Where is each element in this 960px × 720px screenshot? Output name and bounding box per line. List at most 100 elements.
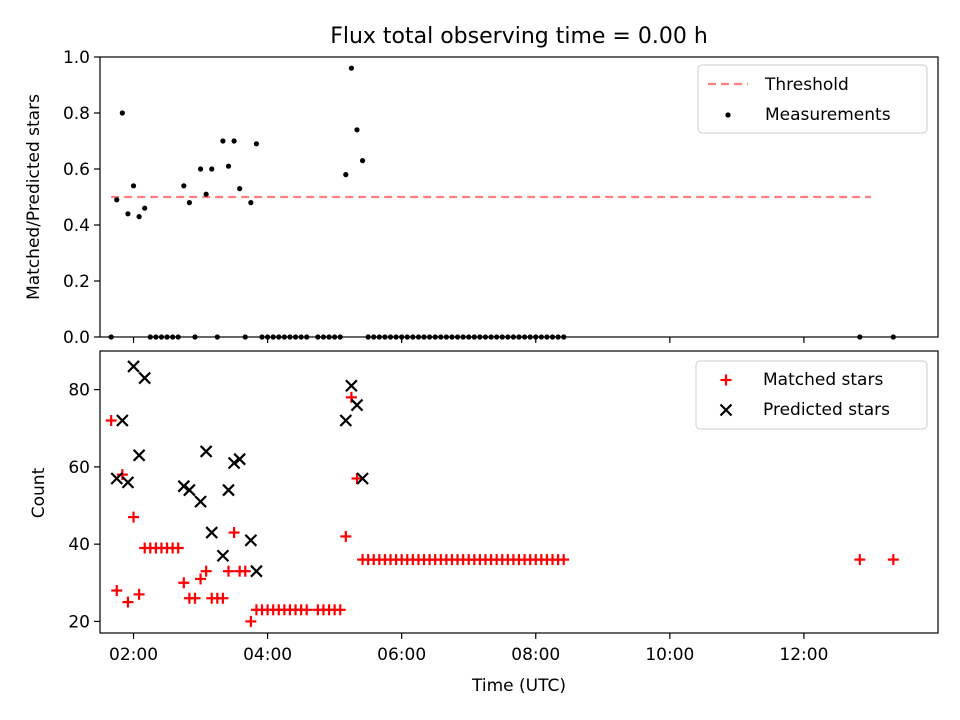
legend-threshold-label: Threshold [764,75,849,95]
predicted-star-point [127,360,140,373]
ratio-plot-frame [99,56,939,338]
predicted-star-point [345,379,358,393]
measurement-point [359,158,366,164]
measurement-point [197,166,204,172]
count-legend: Matched stars Predicted stars [695,360,928,430]
count-y-tick-label: 20 [68,612,90,632]
ratio-legend-box [697,64,928,134]
legend-predicted-label: Predicted stars [763,400,890,420]
predicted-star-point [183,483,196,497]
predicted-star-point [339,414,353,427]
measurement-point [237,186,243,192]
matched-star-point [887,554,899,566]
measurement-point [253,141,260,147]
measurement-point [119,110,125,116]
measurement-point [248,200,254,206]
measurement-point [220,138,226,144]
ratio-legend: Threshold Measurements [697,64,928,134]
ratio-y-axis-label: Matched/Predicted stars [24,94,44,300]
predicted-star-point [356,472,369,485]
ratio-y-tick-label: 0.0 [63,328,90,348]
measurement-point [225,163,232,169]
predicted-star-point [132,449,146,462]
x-tick-label: 10:00 [645,645,694,665]
matched-star-point [854,554,866,566]
predicted-stars-points [110,360,369,578]
ratio-y-tick-label: 0.2 [63,272,90,292]
matched-star-point [222,565,234,577]
ratio-y-tick-label: 0.6 [63,160,90,180]
matched-star-point [111,585,123,597]
count-y-tick-label: 40 [68,535,90,555]
matched-star-point [239,565,251,577]
measurement-point [186,200,192,206]
legend-matched-swatch [720,374,732,386]
x-tick-label: 12:00 [779,645,828,665]
predicted-star-point [227,456,241,470]
matched-star-point [245,615,257,627]
legend-matched-label: Matched stars [763,370,883,390]
matched-star-point [105,415,117,427]
measurement-point [231,138,237,144]
measurement-point [348,65,354,71]
predicted-star-point [205,526,219,539]
measurement-point [354,127,360,133]
count-x-ticks: 02:00 04:00 06:00 08:00 10:00 12:00 [109,633,828,665]
x-tick-label: 08:00 [511,645,560,665]
x-axis-label: Time (UTC) [471,676,566,696]
legend-measurements-label: Measurements [765,105,891,125]
predicted-star-point [138,371,151,385]
predicted-star-point [244,534,258,547]
measurement-point [130,183,137,189]
x-tick-label: 04:00 [243,645,292,665]
measurement-point [343,172,349,178]
legend-plus-marker [720,374,732,386]
matched-star-point [172,542,184,554]
count-plot-frame [99,350,939,634]
ratio-y-ticks: 0.0 0.2 0.4 0.6 0.8 1.0 [63,48,100,348]
legend-measurements-swatch [725,112,731,118]
predicted-star-point [194,495,207,508]
ratio-y-tick-label: 0.8 [63,104,90,124]
matched-star-point [217,592,229,604]
measurement-point [142,205,148,211]
matched-star-point [558,554,570,566]
predicted-star-point [121,476,135,489]
count-y-axis-label: Count [29,467,49,518]
measurement-points [108,65,896,340]
matched-star-point [200,565,212,577]
matched-star-point [228,527,240,539]
measurement-point [181,183,187,189]
count-y-tick-label: 80 [68,381,90,401]
matched-star-point [189,592,201,604]
matched-star-point [178,577,190,589]
count-legend-box [695,360,928,430]
measurement-point [203,191,209,197]
matched-star-point [133,588,145,600]
predicted-star-point [350,398,364,412]
predicted-star-point [222,483,235,497]
predicted-star-point [116,414,129,427]
ratio-panel: 0.0 0.2 0.4 0.6 0.8 1.0 Matched/Predicted sta… [24,48,939,348]
matched-star-point [195,573,207,585]
predicted-star-point [216,549,230,563]
chart-title: Flux total observing time = 0.00 h [330,24,708,49]
x-tick-label: 02:00 [109,645,158,665]
measurement-point [114,197,120,203]
measurement-point [209,166,215,172]
legend-predicted-swatch [719,403,733,417]
predicted-star-point [110,472,124,485]
matched-star-point [128,511,140,523]
matched-star-point [301,604,313,616]
matched-star-point [340,530,352,542]
legend-cross-marker [719,403,733,417]
matched-star-point [351,472,363,484]
predicted-star-point [233,452,246,466]
count-y-tick-label: 60 [68,458,90,478]
predicted-star-point [250,564,263,578]
matched-star-point [122,596,134,608]
x-tick-label: 06:00 [377,645,426,665]
predicted-star-point [177,479,191,493]
measurement-point [136,214,142,220]
